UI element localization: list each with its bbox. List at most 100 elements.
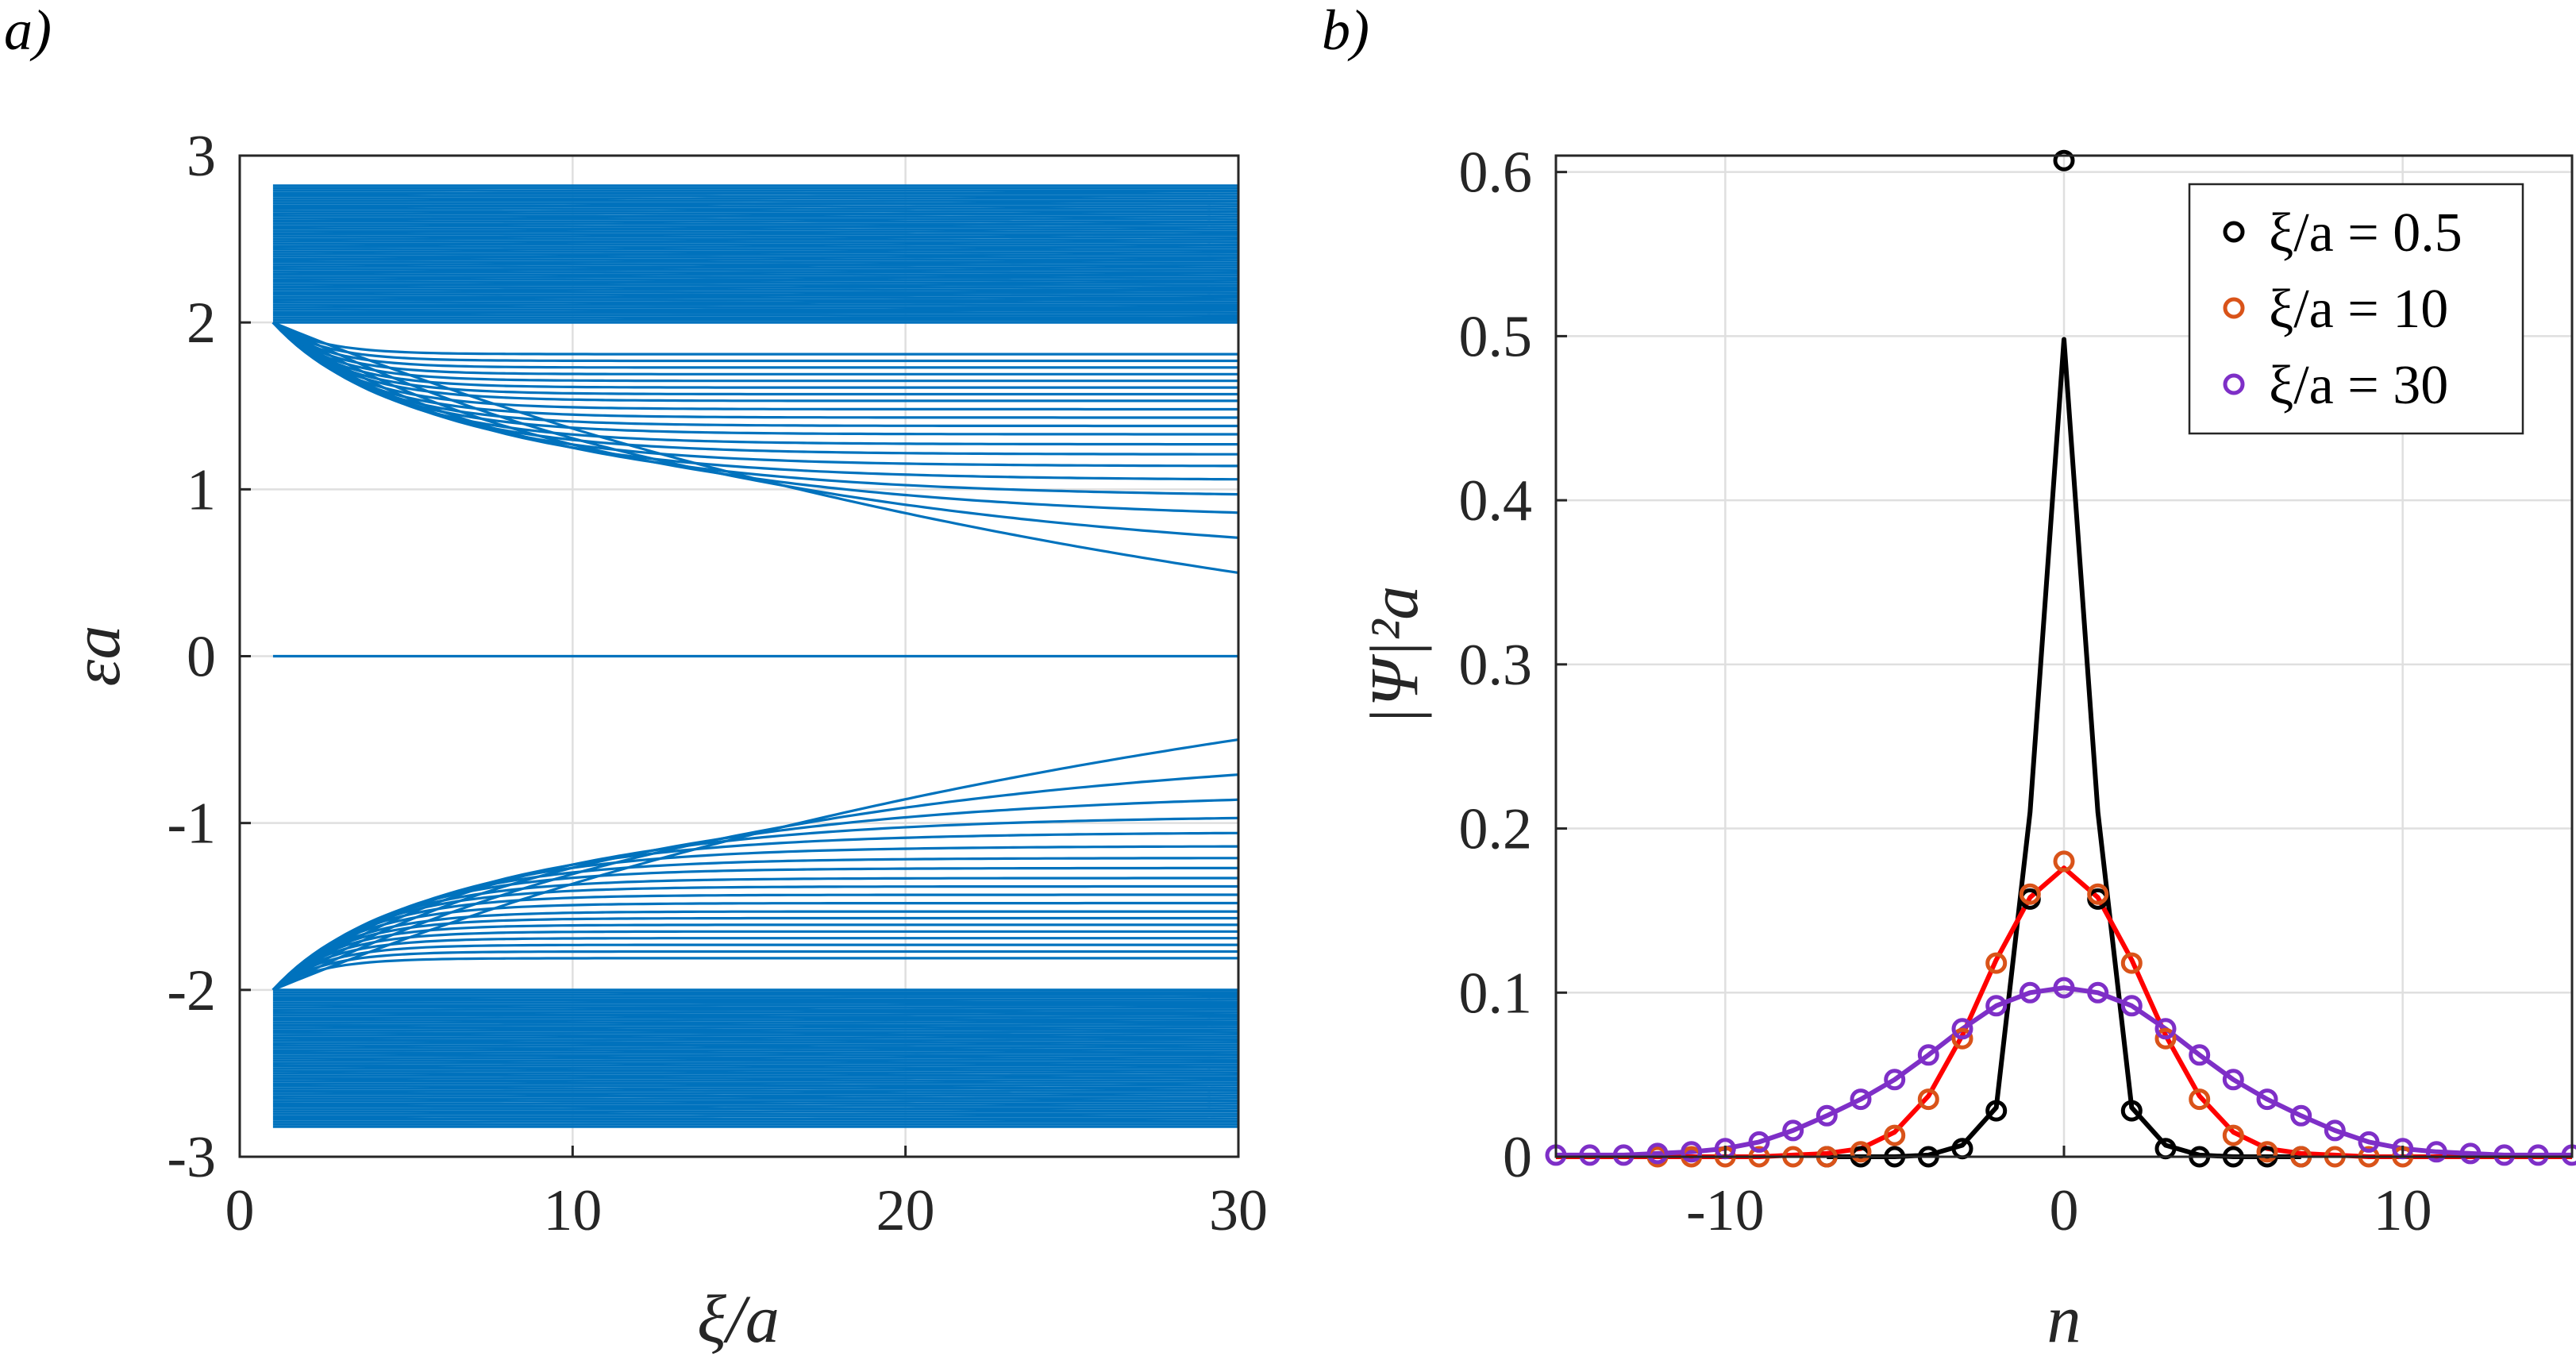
panel-a-ytick-label: 3 [187,124,216,189]
panel-a-band-line [272,1005,1238,1009]
panel-a-bound-state [271,816,1239,992]
panel-a-bound-state [271,910,1238,991]
panel-a-band-line [272,1035,1238,1040]
panel-b-marker-2 [1782,1119,1804,1142]
panel-a-bound-state [271,322,1238,428]
panel-a-ticks: 0 10 20 30 -3 -2 -1 0 1 2 3 [167,124,1268,1243]
panel-b-marker-2 [1681,1141,1703,1163]
panel-a-band-line [272,1081,1238,1085]
panel-a-band-line [272,1104,1238,1108]
panel-a-band-line [272,252,1239,256]
panel-b-marker-1 [2087,883,2109,905]
panel-a-band-line [272,217,1239,221]
panel-b-marker-0 [2120,1100,2143,1122]
panel-a-band-line [272,202,1239,206]
panel-b-marker-1 [2256,1141,2278,1163]
panel-b-marker-1 [2120,952,2143,974]
panel-b-ytick-label: 0.5 [1459,304,1533,369]
panel-b-label: b) [1322,0,1369,62]
panel-a-ytick-label: -1 [167,792,216,857]
panel-b-marker-2 [2222,1069,2244,1091]
panel-b-ytick-label: 0 [1503,1125,1532,1190]
panel-b-marker-2 [2019,981,2041,1004]
panel-b-marker-2 [2527,1144,2549,1166]
panel-b-marker-2 [1816,1104,1838,1127]
panel-a-ytick-label: 2 [187,291,216,356]
panel-a-band-line [272,222,1238,226]
panel-a-band-line [272,1046,1238,1050]
panel-a-bound-state [271,893,1238,991]
panel-a-band-line [272,295,1238,299]
panel-a-ytick-label: 0 [187,625,216,690]
panel-a-band-line [272,242,1238,247]
panel-a-bound-state [271,322,1238,446]
panel-a-bound-state [271,866,1238,991]
panel-a-band-line [272,1107,1239,1111]
panel-a-xtick-label: 30 [1209,1178,1268,1243]
panel-a-band-line [272,1003,1238,1007]
panel-a-band-line [272,1088,1238,1093]
panel-b-ticks: -10 0 10 0 0.1 0.2 0.3 0.4 0.5 0.6 [1459,141,2432,1243]
panel-a-band-line [272,225,1239,229]
legend: ξ/a = 0.5 ξ/a = 10 ξ/a = 30 [2188,183,2524,435]
panel-a-ylabel: εa [58,626,134,687]
panel-a-xlabel: ξ/a [697,1281,780,1357]
legend-marker-2 [2223,373,2245,395]
panel-a-band-line [272,303,1238,306]
panel-b-ytick-label: 0.3 [1459,633,1533,698]
panel-a-band-line [272,283,1238,287]
panel-a-band-line [272,301,1238,304]
panel-a-bound-state [271,943,1238,992]
panel-a-band-line [272,1040,1239,1045]
panel-a-band-line [272,1038,1238,1042]
panel-b-marker-1 [1917,1088,1939,1111]
panel-b-marker-2 [2493,1144,2516,1166]
panel-a-band-line [272,199,1238,203]
panel-a-band-line [272,265,1238,269]
panel-a-band-line [272,291,1239,295]
panel-a-bound-state [271,321,1239,496]
panel-b-marker-2 [2459,1142,2482,1165]
panel-b-marker-2 [2425,1141,2447,1163]
panel-a-band-line [272,1050,1239,1055]
panel-a-band-line [272,1018,1239,1022]
panel-a-xtick-label: 20 [876,1178,935,1243]
panel-b-marker-2 [1884,1069,1906,1091]
legend-label-2: ξ/a = 30 [2269,355,2448,416]
panel-a-bound-state [271,916,1238,991]
panel-a-band-line [272,1058,1238,1062]
panel-a-band-line [272,278,1238,282]
panel-a-band-line [272,255,1239,260]
panel-a-bound-state [271,930,1238,991]
panel-a-band-line [272,1061,1238,1065]
panel-b-marker-2 [1579,1144,1601,1166]
panel-a-band-line [272,1069,1239,1073]
panel-a-band-line [272,1015,1238,1019]
panel-a-band-line [272,1028,1239,1032]
panel-a-band-line [272,1076,1238,1081]
panel-a-bound-state [272,321,1239,539]
panel-b-marker-2 [1748,1131,1770,1153]
panel-a-band-line [272,257,1239,262]
panel-b-marker-1 [2019,883,2041,905]
panel-a-band-line [272,275,1239,279]
panel-a-bound-state [271,884,1238,991]
panel-a-band-line [272,207,1239,210]
panel-a-band-line [272,1011,1239,1015]
panel-a-bound-state [271,321,1238,369]
panel-a-ytick-label: 1 [187,457,216,522]
panel-b-marker-2 [1917,1044,1939,1066]
panel-a-bound-state [271,322,1238,403]
panel-a-band-line [272,214,1238,218]
panel-a-ytick-label: -2 [167,958,216,1023]
panel-b-marker-2 [1951,1018,1973,1040]
panel-a-band-line [272,306,1238,310]
panel-b-marker-2 [2358,1131,2380,1153]
panel-b-marker-0 [1985,1100,2008,1122]
panel-a-curves [271,184,1239,1128]
panel-a: a) 0 10 20 30 -3 -2 -1 0 1 2 3 ξ/a εa [4,0,1268,1357]
panel-b-marker-2 [1646,1142,1669,1165]
panel-b-marker-1 [1884,1124,1906,1146]
panel-b-marker-2 [2256,1088,2278,1111]
panel-b-marker-2 [1985,995,2008,1017]
